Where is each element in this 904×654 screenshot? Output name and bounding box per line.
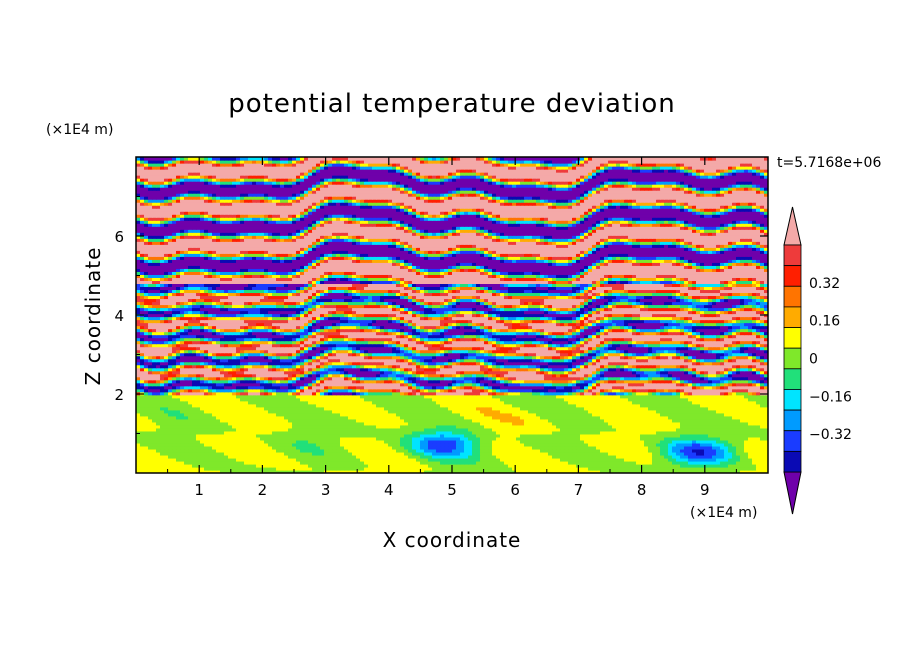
colorbar-swatch <box>783 265 802 287</box>
colorbar-tick-label: 0 <box>809 352 818 368</box>
colorbar-swatch <box>783 285 802 308</box>
x-tick-label: 1 <box>194 481 204 499</box>
colorbar-swatch <box>783 450 802 473</box>
chart-title: potential temperature deviation <box>228 89 675 119</box>
colorbar-tick-label: −0.32 <box>809 427 852 443</box>
x-tick-label: 6 <box>510 481 520 499</box>
x-tick-label: 7 <box>574 481 584 499</box>
x-axis-label: X coordinate <box>383 528 522 552</box>
y-tick-label: 4 <box>114 307 124 325</box>
time-label: t=5.7168e+06 <box>777 155 881 171</box>
x-tick-label: 5 <box>447 481 457 499</box>
colorbar-swatch <box>783 430 802 452</box>
colorbar-tick-label: 0.32 <box>809 276 840 292</box>
x-tick-label: 3 <box>321 481 331 499</box>
colorbar-tick-label: −0.16 <box>809 389 852 405</box>
colorbar-swatch <box>783 347 802 370</box>
colorbar-extend-min <box>783 471 802 515</box>
colorbar-swatch <box>783 306 802 328</box>
x-axis-ticks: 1 2 3 4 5 6 7 8 9 <box>167 157 737 499</box>
y-tick-label: 6 <box>114 228 124 246</box>
y-axis-ticks: 2 4 6 <box>114 196 768 434</box>
colorbar-tick-label: 0.16 <box>809 314 840 330</box>
colorbar-swatch <box>783 368 802 390</box>
colorbar-swatch <box>783 409 802 432</box>
x-unit-label: (×1E4 m) <box>690 505 757 521</box>
colorbar-swatch <box>783 389 802 411</box>
y-axis-label: Z coordinate <box>81 247 105 386</box>
colorbar-swatch <box>783 244 802 267</box>
colorbar: 0.32 0.16 0 −0.16 −0.32 <box>783 206 852 515</box>
y-unit-label: (×1E4 m) <box>46 122 113 138</box>
colorbar-swatch <box>783 327 802 349</box>
x-tick-label: 8 <box>637 481 647 499</box>
contour-field <box>136 157 768 473</box>
x-tick-label: 4 <box>384 481 394 499</box>
y-tick-label: 2 <box>114 386 124 404</box>
colorbar-extend-max <box>783 206 802 246</box>
x-tick-label: 9 <box>700 481 710 499</box>
x-tick-label: 2 <box>258 481 268 499</box>
